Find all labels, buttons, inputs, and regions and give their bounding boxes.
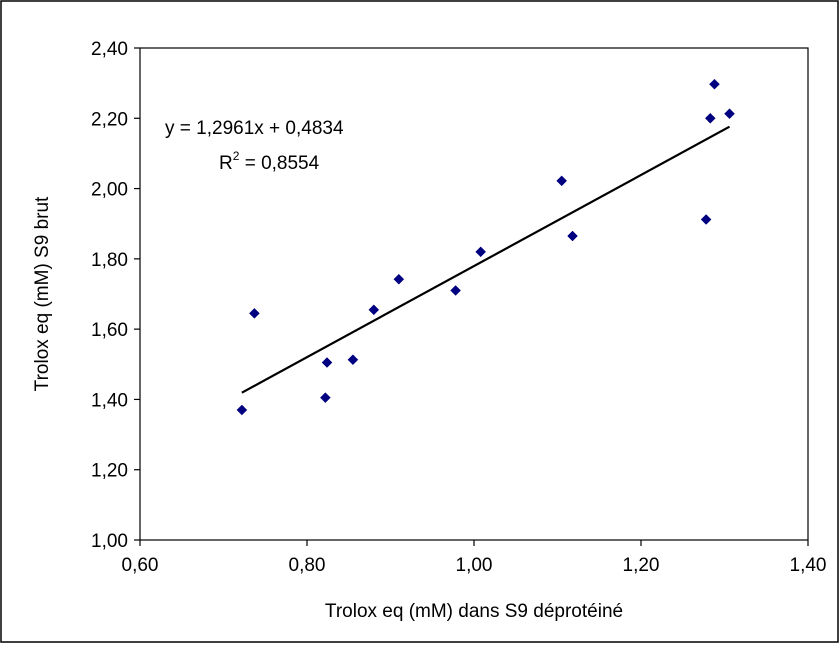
y-tick-label: 2,40 (91, 39, 128, 60)
data-point (724, 108, 735, 120)
y-tick-label: 2,00 (91, 180, 128, 201)
x-tick-label: 1,20 (623, 555, 660, 576)
data-point (475, 246, 487, 258)
plot-area (139, 47, 809, 541)
data-point (567, 230, 578, 242)
x-tick-label: 0,80 (289, 555, 326, 576)
data-point (368, 304, 380, 316)
y-axis-ticks: 1,00 1,20 1,40 1,60 1,80 2,00 2,20 2,40 (91, 39, 140, 552)
data-points (236, 78, 735, 416)
data-point (249, 307, 260, 319)
data-point (700, 214, 712, 225)
trendline-r-squared: R2 = 0,8554 (219, 149, 320, 174)
x-axis-title: Trolox eq (mM) dans S9 déprotéiné (325, 601, 623, 622)
trendline (241, 125, 731, 394)
y-tick-label: 2,20 (91, 109, 128, 130)
x-tick-label: 1,00 (456, 555, 493, 576)
x-axis-ticks: 0,60 0,80 1,00 1,20 1,40 (122, 540, 827, 576)
y-tick-label: 1,20 (91, 461, 128, 482)
data-point (236, 404, 248, 416)
y-tick-label: 1,00 (91, 531, 128, 552)
data-point (709, 78, 720, 90)
trendline-layer (241, 125, 731, 394)
y-tick-label: 1,40 (91, 390, 128, 411)
data-point (450, 285, 461, 296)
x-tick-label: 1,40 (790, 555, 827, 576)
data-point (704, 112, 716, 124)
y-axis-title: Trolox eq (mM) S9 brut (32, 196, 53, 391)
x-tick-label: 0,60 (122, 555, 159, 576)
data-point (347, 354, 359, 366)
data-point (393, 273, 405, 285)
y-tick-label: 1,80 (91, 250, 128, 271)
trendline-equation: y = 1,2961x + 0,4834 (165, 118, 344, 139)
data-point (321, 357, 333, 368)
y-tick-label: 1,60 (91, 320, 128, 341)
data-point (556, 175, 568, 187)
data-point (320, 392, 331, 404)
